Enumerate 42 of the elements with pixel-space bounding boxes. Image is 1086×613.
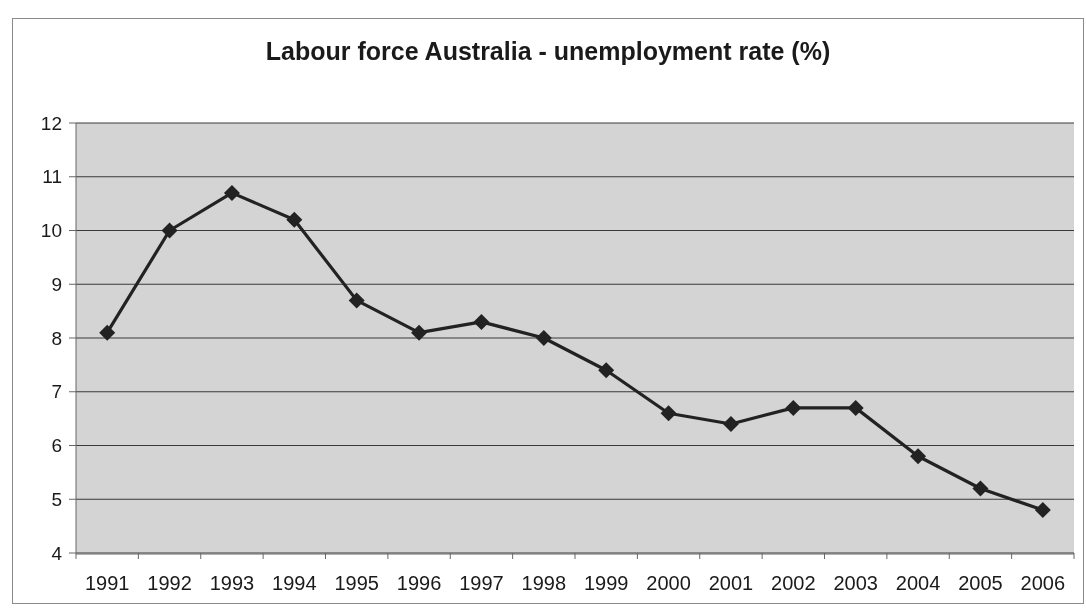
- point: [1034, 502, 1051, 518]
- x-tick-label: 1994: [272, 572, 317, 595]
- x-tick-label: 1995: [334, 572, 379, 595]
- point: [161, 222, 178, 239]
- x-tick-label: 2004: [895, 572, 941, 595]
- point: [411, 324, 428, 341]
- point: [348, 292, 365, 309]
- point: [535, 330, 552, 346]
- y-tick-label: 9: [51, 273, 62, 295]
- y-tick-label: 6: [51, 435, 62, 457]
- point: [598, 362, 615, 379]
- x-tick-label: 1999: [583, 572, 629, 595]
- point: [660, 405, 677, 422]
- y-tick-label: 10: [40, 220, 62, 242]
- y-tick-label: 7: [51, 381, 62, 403]
- point: [847, 399, 864, 416]
- x-tick-label: 1997: [459, 572, 504, 595]
- x-tick-label: 2005: [958, 572, 1003, 595]
- point: [286, 211, 303, 228]
- x-tick-label: 1993: [209, 572, 255, 595]
- x-tick-label: 2006: [1020, 572, 1066, 595]
- x-tick-label: 2000: [646, 572, 691, 595]
- point: [99, 324, 116, 341]
- x-tick-label: 1991: [84, 572, 130, 595]
- x-tick-label: 1996: [396, 572, 442, 595]
- point: [473, 313, 490, 330]
- y-tick-label: 12: [40, 112, 62, 134]
- y-tick-label: 4: [51, 542, 63, 564]
- y-tick-label: 5: [51, 488, 62, 510]
- x-tick-label: 1992: [147, 572, 192, 595]
- point: [910, 448, 927, 465]
- point: [785, 399, 802, 416]
- point: [722, 416, 739, 432]
- point: [223, 184, 240, 201]
- point: [972, 480, 989, 497]
- x-tick-label: 2002: [771, 572, 816, 595]
- y-tick-label: 8: [51, 327, 62, 349]
- x-tick-label: 1998: [521, 572, 567, 595]
- chart-title: Labour force Australia - unemployment rate (%): [264, 37, 832, 66]
- x-tick-label: 2001: [708, 572, 754, 595]
- x-tick-label: 2003: [833, 572, 878, 595]
- y-tick-label: 11: [42, 166, 62, 188]
